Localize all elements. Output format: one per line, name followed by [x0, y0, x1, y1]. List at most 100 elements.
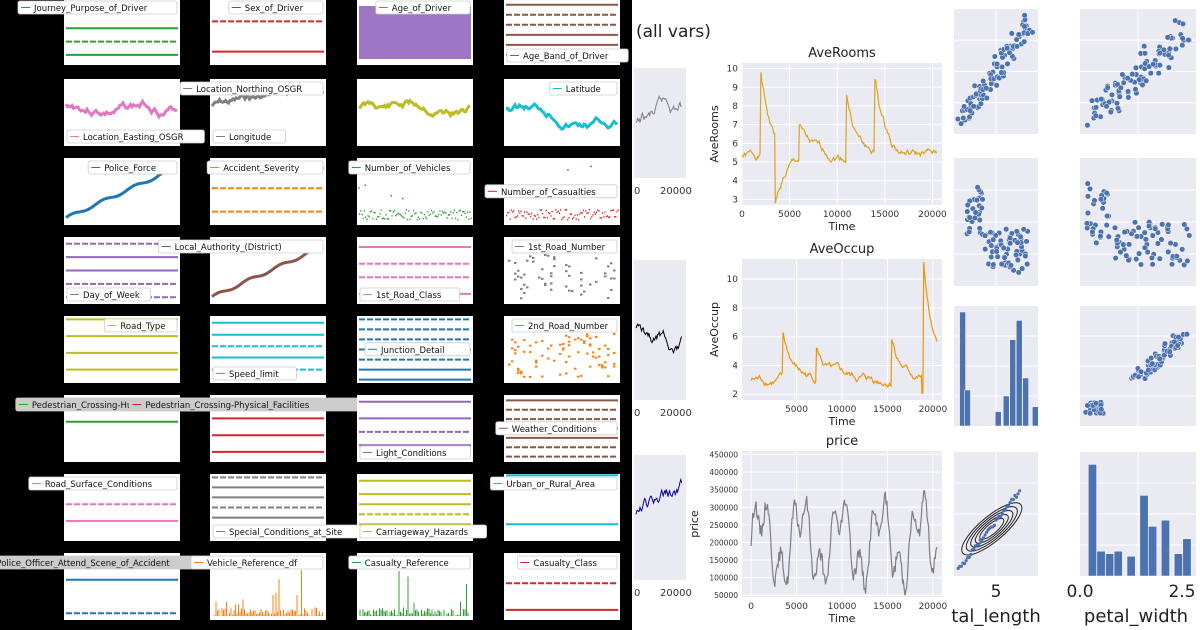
- block-point: [514, 262, 517, 264]
- legend-label: Casualty_Reference: [365, 559, 449, 569]
- scatter-point: [971, 82, 978, 89]
- scatter-point: [1158, 236, 1165, 243]
- legend-box: 1st_Road_Class: [359, 287, 460, 302]
- scatter-point: [998, 261, 1005, 268]
- scatter-point: [1097, 196, 1105, 203]
- noise-point: [431, 209, 433, 212]
- block-point: [568, 340, 571, 343]
- noise-point: [543, 216, 545, 219]
- scatter-point: [1181, 221, 1188, 228]
- mini-series-0: 0 20000: [634, 68, 692, 197]
- scatter-point: [1021, 12, 1028, 19]
- scatter-point: [1014, 239, 1021, 246]
- noise-point: [605, 215, 607, 218]
- legend-frame: [348, 160, 471, 175]
- block-point: [613, 277, 616, 280]
- block-point: [562, 347, 565, 350]
- legend-frame: [66, 287, 151, 302]
- noise-point: [445, 212, 447, 214]
- noise-point: [536, 218, 538, 220]
- block-point: [595, 257, 598, 260]
- legend-label: Vehicle_Reference_df: [207, 559, 298, 569]
- block-point: [589, 343, 592, 346]
- y-tick-label: 8: [732, 102, 738, 112]
- legend-box: Latitude: [549, 81, 618, 96]
- legend-box: 2nd_Road_Number: [511, 318, 618, 333]
- block-point: [568, 355, 571, 358]
- scatter-point: [1132, 86, 1139, 93]
- block-point: [592, 355, 595, 358]
- mini-series-1: 0 20000: [634, 260, 692, 419]
- kde-point: [985, 530, 989, 534]
- y-tick-label: 6: [732, 333, 738, 343]
- noise-point: [544, 216, 546, 219]
- scatter-point: [1154, 240, 1161, 247]
- line-chart-AveRooms: 3 4 5 6 7 8 9 10 0 5000 10000 15000 20000 AveRooms Tim…: [708, 46, 947, 233]
- scatter-point: [1104, 212, 1111, 220]
- scatter-point: [1179, 35, 1186, 42]
- noise-point: [567, 218, 569, 221]
- hist-bar: [1161, 519, 1170, 577]
- hist-bar: [964, 389, 971, 427]
- noise-point: [381, 218, 383, 220]
- scatter-point: [1125, 88, 1132, 95]
- noise-point: [569, 213, 571, 215]
- noise-point: [378, 216, 380, 218]
- noise-point: [608, 216, 610, 219]
- scatter-point: [1084, 122, 1091, 129]
- noise-point: [611, 209, 613, 212]
- subplot-19: 2nd_Road_Number: [504, 316, 620, 383]
- subplot-18: Junction_Detail: [357, 316, 473, 383]
- block-point: [550, 272, 553, 275]
- hist-bar: [1032, 406, 1039, 427]
- scatter-point: [1173, 253, 1180, 260]
- noise-point: [550, 215, 552, 217]
- block-point: [568, 289, 571, 292]
- block-point: [568, 265, 571, 268]
- mini-line: [635, 94, 682, 123]
- noise-point: [533, 214, 535, 217]
- legend-label: Light_Conditions: [376, 449, 447, 459]
- block-point: [541, 375, 544, 378]
- legend-frame: [506, 48, 629, 63]
- block-point: [535, 365, 538, 368]
- scatter-point: [1019, 265, 1026, 272]
- y-tick-label: 4: [732, 177, 738, 187]
- scatter-point: [1149, 261, 1156, 268]
- noise-point: [524, 211, 526, 213]
- scatter-point: [1159, 221, 1166, 228]
- kde-point: [967, 555, 971, 560]
- block-point: [517, 367, 520, 370]
- y-tick-label: 7: [732, 121, 738, 131]
- legend-label: Junction_Detail: [380, 346, 445, 356]
- line-chart-price: 5000010000015000020000025000030000035000…: [688, 434, 947, 625]
- subplot-27: Urban_or_Rural_Area: [489, 474, 620, 541]
- scatter-point: [1184, 257, 1191, 264]
- subplot-1: Sex_of_Driver: [210, 0, 326, 65]
- y-tick-label: 6: [732, 139, 738, 149]
- legend-label: Pedestrian_Crossing-Physical_Facilities: [145, 401, 309, 411]
- block-point: [535, 359, 538, 362]
- block-point: [541, 339, 544, 342]
- stair-series: [65, 166, 177, 219]
- block-point: [511, 360, 514, 363]
- scatter-point: [994, 253, 1001, 260]
- x-tick-label: 15000: [871, 210, 900, 220]
- legend-box: Pedestrian_Crossing-Physical_Facilities: [129, 397, 365, 412]
- legend-box: Day_of_Week: [66, 287, 151, 302]
- noise-point: [510, 209, 512, 211]
- block-point: [508, 363, 511, 366]
- mini-axes-bg: [634, 260, 686, 400]
- scatter-point: [1139, 81, 1146, 88]
- noise-point: [449, 214, 451, 216]
- noise-point: [413, 209, 415, 212]
- block-point: [526, 259, 529, 262]
- kde-point: [1014, 495, 1019, 499]
- block-point: [598, 347, 601, 350]
- legend-label: Location_Northing_OSGR: [196, 85, 302, 95]
- noise-point: [581, 212, 583, 214]
- kde-point: [999, 514, 1003, 519]
- block-point: [517, 369, 520, 372]
- scatter-point: [1143, 77, 1150, 84]
- legend-label: Casualty_Class: [533, 559, 597, 569]
